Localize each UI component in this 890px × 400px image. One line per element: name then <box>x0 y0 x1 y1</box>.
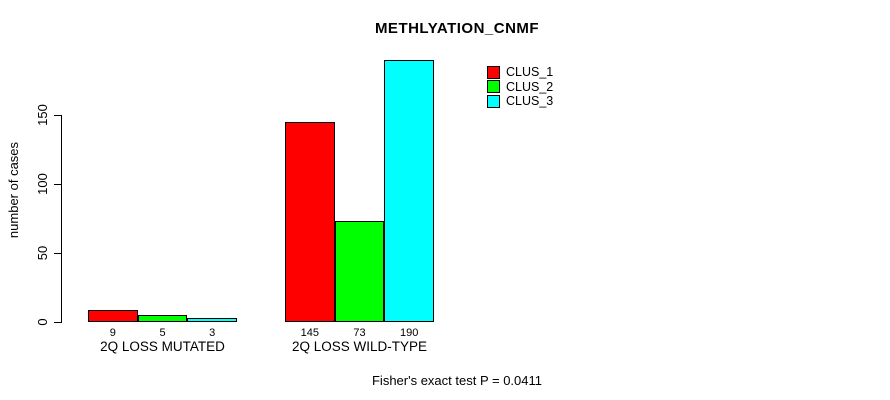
y-axis-tick <box>54 184 61 185</box>
y-axis-line <box>61 115 62 323</box>
legend-label-clus2: CLUS_2 <box>506 79 554 94</box>
bar-value-label: 9 <box>109 327 116 339</box>
bar-clus1-wildtype <box>285 122 335 322</box>
x-group-label-mutated: 2Q LOSS MUTATED <box>100 339 225 354</box>
stat-test-caption: Fisher's exact test P = 0.0411 <box>371 373 542 388</box>
y-axis-tick-label: 150 <box>35 104 50 126</box>
bar-clus3-mutated <box>187 318 237 322</box>
y-axis-label: number of cases <box>6 141 21 239</box>
legend-swatch-clus2 <box>487 80 500 94</box>
bar-clus2-mutated <box>137 315 188 322</box>
chart-title: METHLYATION_CNMF <box>374 20 540 37</box>
y-axis-tick-label: 0 <box>35 318 50 326</box>
legend-label-clus1: CLUS_1 <box>506 65 554 80</box>
y-axis-tick <box>54 115 61 116</box>
y-axis-tick <box>54 253 61 254</box>
bar-value-label: 145 <box>300 327 319 339</box>
bar-clus1-mutated <box>88 310 138 322</box>
bar-value-label: 73 <box>353 327 366 339</box>
legend-item-clus3: CLUS_3 <box>487 94 553 109</box>
x-group-label-wildtype: 2Q LOSS WILD-TYPE <box>291 339 428 354</box>
bar-clus2-wildtype <box>334 221 385 322</box>
legend-label-clus3: CLUS_3 <box>506 94 554 109</box>
y-axis-tick-label: 100 <box>35 173 50 195</box>
bar-clus3-wildtype <box>384 60 434 322</box>
bar-value-label: 3 <box>209 327 216 339</box>
y-axis-tick <box>54 322 61 323</box>
bar-value-label: 5 <box>159 327 166 339</box>
bar-value-label: 190 <box>399 327 419 339</box>
legend-item-clus2: CLUS_2 <box>487 80 553 95</box>
y-axis-tick-label: 50 <box>35 245 50 261</box>
legend-swatch-clus3 <box>487 94 500 108</box>
legend: CLUS_1 CLUS_2 CLUS_3 <box>487 65 553 109</box>
legend-item-clus1: CLUS_1 <box>487 65 553 80</box>
legend-swatch-clus1 <box>487 65 500 79</box>
